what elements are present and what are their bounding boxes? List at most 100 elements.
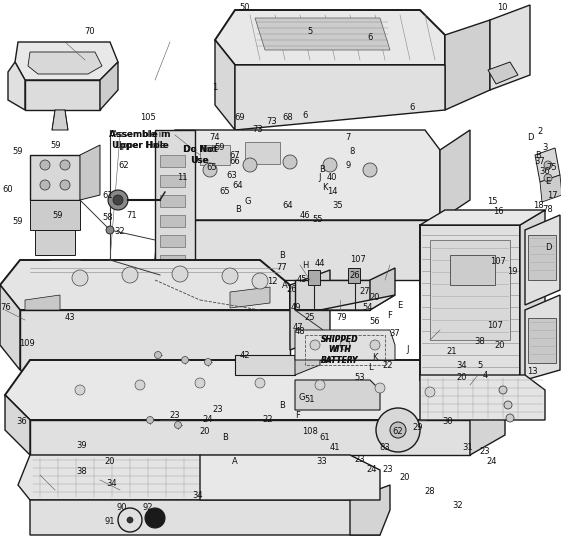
Bar — [305, 335, 385, 365]
Text: 109: 109 — [19, 340, 35, 349]
Text: 51: 51 — [305, 396, 315, 404]
Text: Assemble in
Upper Hole: Assemble in Upper Hole — [113, 130, 168, 150]
Circle shape — [323, 158, 337, 172]
Polygon shape — [35, 230, 75, 255]
Polygon shape — [30, 500, 380, 535]
Circle shape — [544, 174, 552, 182]
Text: 34: 34 — [192, 490, 203, 500]
Bar — [348, 268, 360, 283]
Text: 6: 6 — [410, 103, 415, 113]
Bar — [200, 145, 230, 165]
Text: J: J — [407, 345, 410, 355]
Circle shape — [283, 155, 297, 169]
Circle shape — [182, 356, 188, 363]
Text: 58: 58 — [103, 213, 113, 223]
Text: 17: 17 — [546, 190, 557, 199]
Circle shape — [145, 508, 165, 528]
Polygon shape — [295, 295, 395, 310]
Text: 105: 105 — [140, 114, 156, 122]
Text: 22: 22 — [263, 416, 273, 425]
Polygon shape — [235, 65, 445, 130]
Polygon shape — [430, 240, 510, 340]
Text: 43: 43 — [65, 314, 75, 322]
Text: B: B — [235, 205, 241, 215]
Circle shape — [172, 266, 188, 282]
Bar — [160, 195, 185, 207]
Polygon shape — [295, 380, 380, 410]
Circle shape — [504, 401, 512, 409]
Polygon shape — [160, 130, 440, 220]
Text: 33: 33 — [316, 458, 328, 466]
Text: 34: 34 — [457, 361, 467, 370]
Text: 8: 8 — [350, 148, 355, 156]
Text: 23: 23 — [213, 405, 223, 414]
Circle shape — [108, 190, 128, 210]
Text: 45: 45 — [297, 274, 307, 284]
Text: 53: 53 — [355, 374, 365, 383]
Text: 36: 36 — [540, 168, 550, 176]
Polygon shape — [8, 62, 25, 110]
Text: SHIPPED
WITH
BATTERY: SHIPPED WITH BATTERY — [321, 335, 359, 365]
Text: D: D — [527, 134, 534, 142]
Text: 40: 40 — [327, 174, 337, 183]
Text: 55: 55 — [312, 216, 323, 225]
Text: 70: 70 — [85, 27, 95, 37]
Text: 20: 20 — [105, 458, 115, 466]
Circle shape — [195, 378, 205, 388]
Text: 107: 107 — [487, 321, 503, 329]
Text: D: D — [545, 244, 551, 252]
Text: 20: 20 — [457, 374, 467, 383]
Text: 83: 83 — [380, 444, 390, 453]
Text: 64: 64 — [233, 181, 243, 190]
Text: 20: 20 — [200, 427, 210, 437]
Bar — [305, 335, 385, 365]
Polygon shape — [420, 225, 520, 380]
Text: 36: 36 — [17, 418, 27, 426]
Bar — [308, 270, 320, 285]
Text: 107: 107 — [490, 258, 506, 266]
Bar — [450, 255, 495, 285]
Text: 56: 56 — [370, 317, 380, 327]
Text: K: K — [373, 354, 378, 363]
Circle shape — [340, 340, 350, 350]
Text: A: A — [282, 280, 288, 289]
Bar — [528, 235, 556, 280]
Polygon shape — [80, 145, 100, 200]
Text: 68: 68 — [283, 114, 293, 122]
Polygon shape — [0, 260, 290, 310]
Text: Do Not
Use: Do Not Use — [182, 146, 218, 165]
Circle shape — [40, 180, 50, 190]
Polygon shape — [535, 148, 560, 182]
Text: 41: 41 — [330, 444, 341, 453]
Text: 23: 23 — [169, 411, 180, 419]
Text: 75: 75 — [546, 163, 557, 172]
Text: 11: 11 — [177, 174, 187, 183]
Text: 12: 12 — [266, 278, 277, 287]
Polygon shape — [420, 210, 545, 225]
Text: 38: 38 — [77, 467, 88, 476]
Text: 79: 79 — [337, 314, 347, 322]
Circle shape — [243, 158, 257, 172]
Polygon shape — [0, 285, 20, 370]
Polygon shape — [215, 40, 235, 130]
Text: E: E — [545, 177, 551, 186]
Text: 73: 73 — [252, 126, 263, 135]
Text: 108: 108 — [302, 427, 318, 437]
Circle shape — [127, 517, 133, 523]
Polygon shape — [30, 500, 215, 515]
Text: 60: 60 — [3, 185, 13, 195]
Circle shape — [72, 270, 88, 286]
Text: 73: 73 — [266, 118, 277, 127]
Polygon shape — [18, 455, 215, 500]
Text: 61: 61 — [320, 433, 330, 443]
Circle shape — [255, 378, 265, 388]
Text: 31: 31 — [463, 444, 473, 453]
Polygon shape — [5, 395, 30, 455]
Text: 23: 23 — [355, 455, 365, 465]
Text: A: A — [232, 458, 238, 466]
Text: 6: 6 — [367, 33, 373, 43]
Circle shape — [122, 267, 138, 283]
Polygon shape — [30, 155, 80, 200]
Circle shape — [75, 385, 85, 395]
Polygon shape — [540, 175, 561, 202]
